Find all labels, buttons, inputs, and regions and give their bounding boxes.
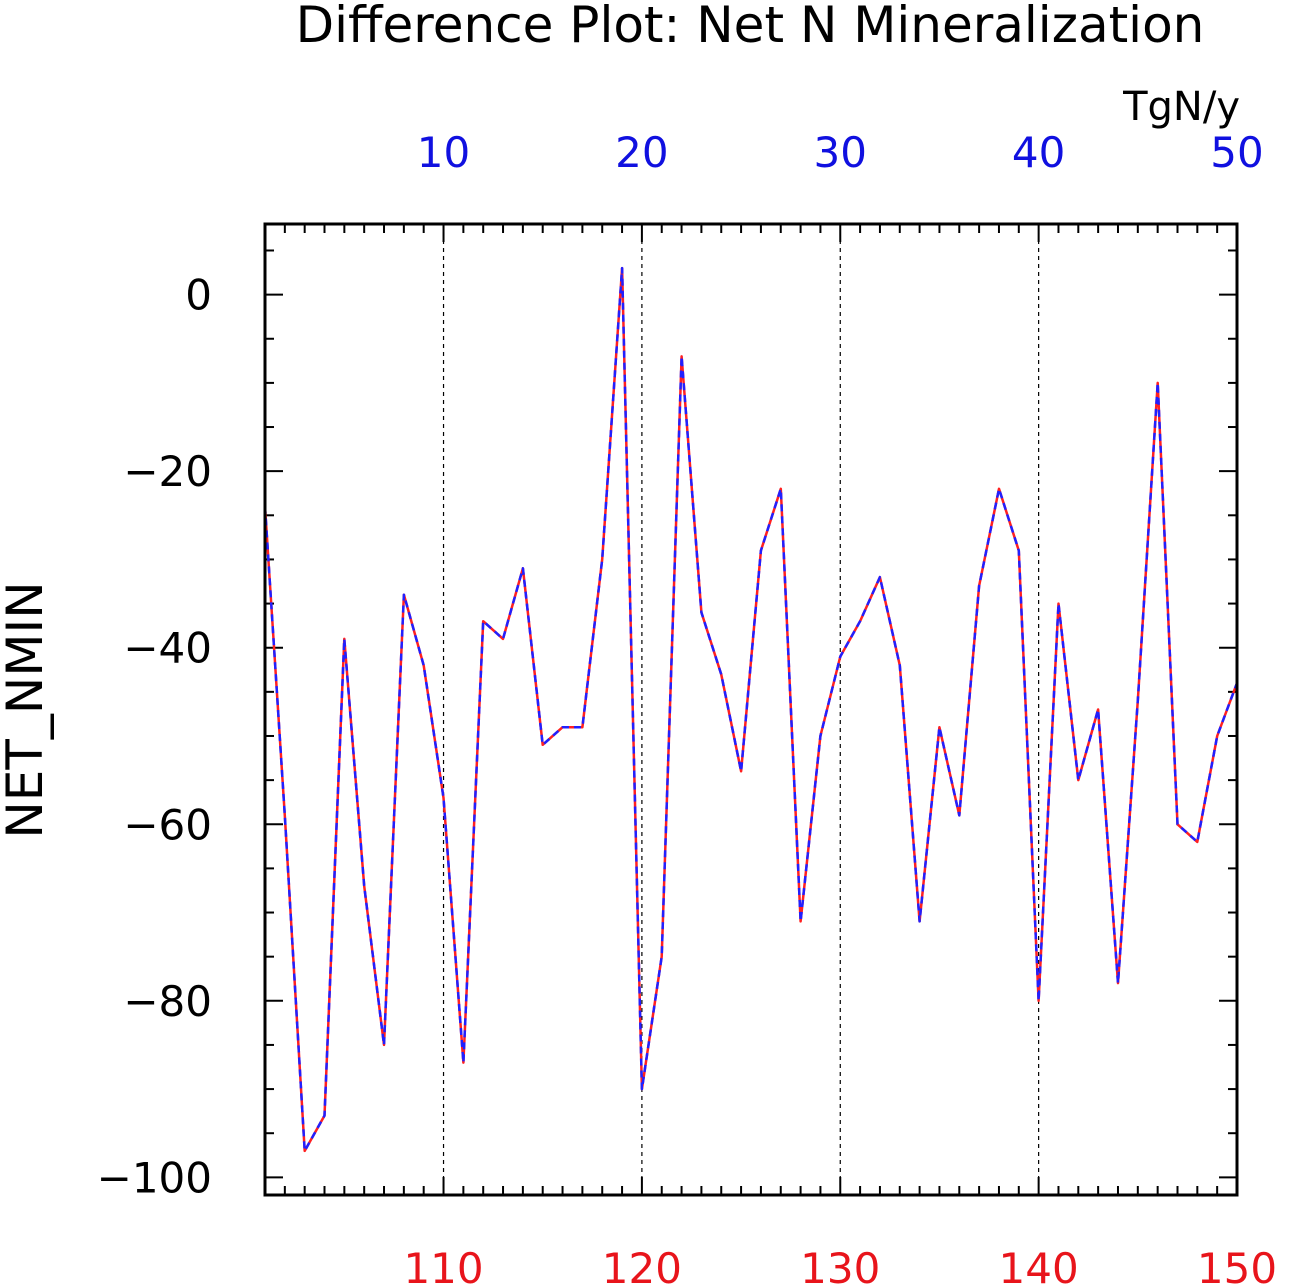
plot-frame — [263, 222, 1239, 1197]
x-tick-label-bottom: 110 — [403, 1244, 483, 1286]
y-tick-label: −60 — [123, 800, 212, 849]
y-tick-label: −40 — [123, 624, 212, 673]
x-tick-label-top: 50 — [1210, 128, 1263, 177]
x-tick-label-top: 20 — [615, 128, 668, 177]
series-line-red — [263, 266, 1239, 1153]
grid-lines — [442, 224, 1040, 1195]
tick-labels: 110 120 130 140 150 10 20 30 40 50 0 −20 −40 −60 −80 −1… — [97, 128, 1277, 1286]
x-tick-label-top: 30 — [814, 128, 867, 177]
axis-ticks — [264, 224, 1238, 1195]
y-tick-label: −20 — [123, 447, 212, 496]
x-tick-label-bottom: 120 — [602, 1244, 682, 1286]
series-line-blue — [263, 266, 1239, 1153]
y-axis-label: NET_NMIN — [0, 581, 54, 838]
x-tick-label-top: 10 — [417, 128, 470, 177]
y-tick-label: −80 — [123, 977, 212, 1026]
x-tick-label-bottom: 150 — [1197, 1244, 1277, 1286]
y-tick-label: 0 — [185, 271, 212, 320]
chart-title: Difference Plot: Net N Mineralization — [296, 0, 1205, 54]
data-series — [263, 266, 1239, 1153]
x-tick-label-bottom: 130 — [800, 1244, 880, 1286]
x-tick-label-top: 40 — [1012, 128, 1065, 177]
x-tick-label-bottom: 140 — [999, 1244, 1079, 1286]
y-tick-label: −100 — [97, 1153, 212, 1202]
units-label: TgN/y — [1122, 84, 1240, 130]
